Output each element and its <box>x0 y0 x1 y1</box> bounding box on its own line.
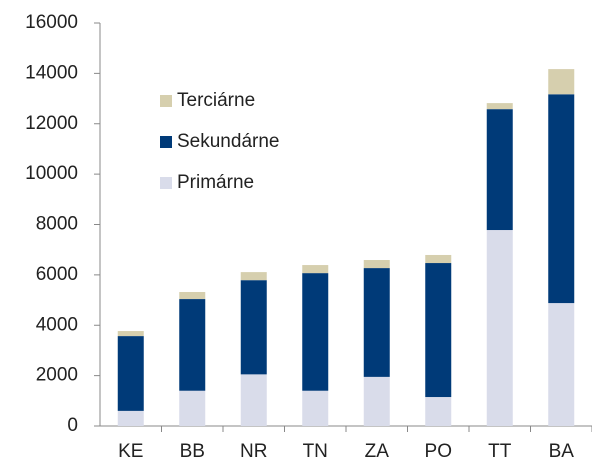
x-tick-label: PO <box>425 441 452 462</box>
y-tick-label: 6000 <box>36 264 78 285</box>
bar-segment <box>302 265 329 274</box>
bar-segment <box>486 103 513 110</box>
bar-segment <box>363 376 390 426</box>
bar-segment <box>425 254 452 264</box>
bar-segment <box>302 390 329 426</box>
y-tick-label: 10000 <box>25 163 78 184</box>
x-tick-label: ZA <box>365 441 390 462</box>
y-tick-label: 12000 <box>25 113 78 134</box>
bar-segment <box>548 94 575 304</box>
legend-swatch <box>160 177 172 189</box>
x-tick-label: TT <box>488 441 512 462</box>
bar-segment <box>486 109 513 231</box>
legend-label: Terciárne <box>177 90 255 111</box>
bar-segment <box>117 410 144 426</box>
x-tick-label: KE <box>118 441 143 462</box>
y-tick-label: 2000 <box>36 365 78 386</box>
legend-swatch <box>160 136 172 148</box>
y-tick-label: 0 <box>67 415 78 436</box>
y-tick-label: 14000 <box>25 62 78 83</box>
bar-segment <box>363 268 390 377</box>
bar-segment <box>117 336 144 411</box>
bar-segment <box>240 374 267 426</box>
bar-segment <box>240 280 267 375</box>
bar-segment <box>117 331 144 337</box>
bar-segment <box>425 397 452 426</box>
bar-segment <box>302 273 329 391</box>
x-tick-label: TN <box>303 441 328 462</box>
bar-segment <box>548 303 575 426</box>
y-tick-label: 8000 <box>36 214 78 235</box>
x-tick-label: BB <box>180 441 205 462</box>
legend-label: Primárne <box>177 172 254 193</box>
x-tick-label: NR <box>240 441 267 462</box>
y-tick-label: 16000 <box>25 12 78 33</box>
bar-segment <box>240 272 267 281</box>
bar-segment <box>179 390 206 426</box>
bar-segment <box>179 299 206 391</box>
bar-segment <box>179 292 206 300</box>
x-tick-label: BA <box>549 441 575 462</box>
bar-segment <box>363 260 390 269</box>
bar-segment <box>425 263 452 398</box>
legend-swatch <box>160 95 172 107</box>
bar-segment <box>548 69 575 95</box>
y-tick-label: 4000 <box>36 314 78 335</box>
legend-label: Sekundárne <box>177 131 279 152</box>
bar-segment <box>486 230 513 426</box>
